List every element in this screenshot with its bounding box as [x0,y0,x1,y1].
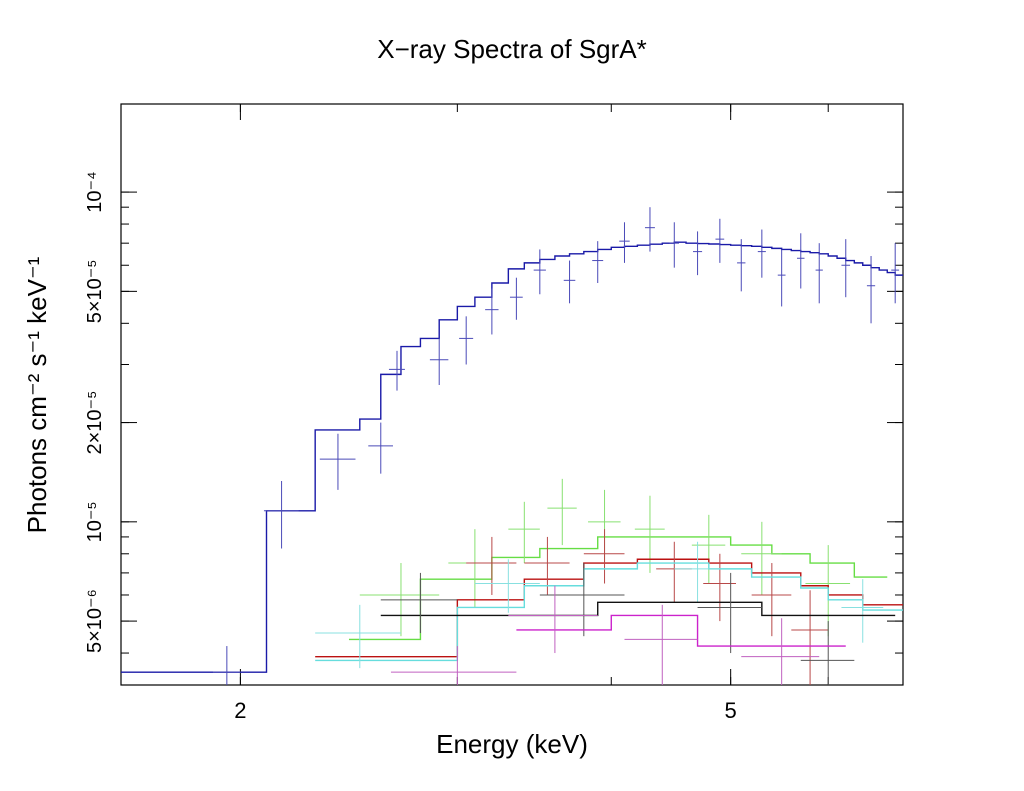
data-point [669,222,680,268]
data-point [777,249,786,307]
data-point [563,260,576,304]
data-point [459,316,474,365]
plot-frame [120,103,904,686]
data-point [891,243,900,304]
data-point [212,646,241,685]
series-magenta-model [516,614,846,647]
data-point [841,579,884,643]
y-tick-label: 2×10⁻⁵ [84,391,106,455]
data-marks [121,207,903,685]
data-point [592,241,604,284]
step-line [516,614,846,647]
data-point [539,563,625,637]
data-point [624,604,698,685]
data-point [815,243,823,304]
y-axis-label: Photons cm⁻² s⁻¹ keV⁻¹ [22,256,52,533]
data-point [841,239,851,298]
data-point [741,521,782,595]
data-point [508,585,598,654]
y-tick-label: 10⁻⁴ [84,171,106,212]
series-black-data [380,563,855,685]
step-line [315,558,903,658]
data-point [583,529,625,584]
series-cyan-data [315,541,884,669]
series-blue-data [212,207,900,685]
data-point [380,572,458,634]
data-point [656,541,692,603]
series-cyan-model [315,562,903,662]
x-tick-label: 2 [234,698,246,723]
series-magenta-data [390,585,820,685]
data-point [741,618,820,685]
data-point [697,572,762,654]
y-tick-label: 5×10⁻⁶ [84,589,106,653]
x-axis-label: Energy (keV) [436,729,588,759]
data-point [715,218,725,263]
data-point [791,590,829,685]
data-point [533,249,546,295]
data-point [800,621,855,685]
x-tick-label: 5 [725,698,737,723]
series-red-model [315,558,903,658]
data-point [619,222,630,263]
chart-title: X−ray Spectra of SgrA* [377,34,647,64]
data-point [315,604,401,669]
data-point [263,480,299,549]
data-point [692,231,703,276]
data-point [474,559,540,613]
data-point [508,501,540,564]
data-point [429,338,449,385]
data-point [547,478,577,546]
y-tick-label: 10⁻⁵ [84,501,106,542]
data-point [674,541,720,603]
data-point [485,288,499,335]
data-point [757,229,766,278]
data-point [388,350,405,391]
data-point [390,646,517,685]
data-point [751,563,792,637]
axis-ticks: 2 5 5×10⁻⁶ 10⁻⁵ 2×10⁻⁵ 5×10⁻⁵ 10⁻⁴ [84,104,903,723]
data-point [737,239,746,292]
data-point [644,207,655,252]
y-tick-label: 5×10⁻⁵ [84,259,106,323]
data-point [797,233,805,289]
step-line [315,562,903,662]
data-point [319,433,356,490]
data-point [368,422,393,474]
data-point [509,277,523,320]
data-point [634,495,665,573]
data-point [866,256,876,324]
